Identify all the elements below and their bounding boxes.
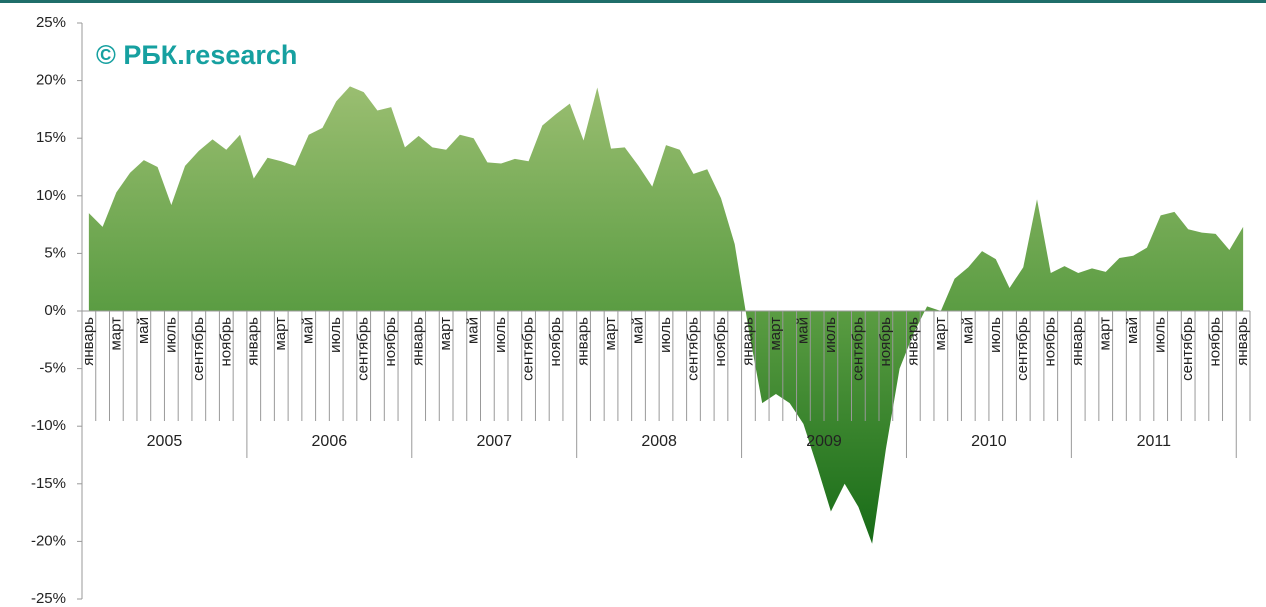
x-tick-label: июль <box>492 317 509 353</box>
year-label: 2011 <box>1137 433 1172 450</box>
y-tick-label: 5% <box>44 244 66 261</box>
year-label: 2009 <box>806 433 842 450</box>
x-tick-label: январь <box>80 317 97 366</box>
x-tick-label: ноябрь <box>1207 317 1224 367</box>
y-tick-label: -5% <box>39 360 66 377</box>
x-tick-label: май <box>959 317 976 344</box>
x-tick-label: июль <box>162 317 179 353</box>
x-tick-label: март <box>1097 317 1114 351</box>
x-tick-label: сентябрь <box>355 317 372 381</box>
x-tick-label: ноябрь <box>1042 317 1059 367</box>
x-tick-label: ноябрь <box>382 317 399 367</box>
x-tick-label: сентябрь <box>849 317 866 381</box>
year-label: 2010 <box>971 433 1007 450</box>
x-tick-label: сентябрь <box>1179 317 1196 381</box>
x-tick-label: май <box>465 317 482 344</box>
y-tick-label: -10% <box>31 417 66 434</box>
year-label: 2006 <box>312 433 348 450</box>
x-tick-label: ноябрь <box>547 317 564 367</box>
year-label: 2007 <box>476 433 512 450</box>
x-tick-label: июль <box>327 317 344 353</box>
area <box>88 86 1244 544</box>
x-tick-label: май <box>1124 317 1141 344</box>
top-border <box>0 0 1266 3</box>
x-tick-label: сентябрь <box>684 317 701 381</box>
x-tick-label: ноябрь <box>217 317 234 367</box>
x-tick-label: сентябрь <box>1014 317 1031 381</box>
x-tick-label: июль <box>987 317 1004 353</box>
x-tick-label: март <box>602 317 619 351</box>
year-label: 2008 <box>641 433 677 450</box>
x-tick-label: январь <box>1234 317 1251 366</box>
x-tick-label: май <box>629 317 646 344</box>
x-tick-label: январь <box>1069 317 1086 366</box>
x-tick-label: март <box>767 317 784 351</box>
x-tick-label: март <box>272 317 289 351</box>
x-tick-label: сентябрь <box>190 317 207 381</box>
x-tick-label: январь <box>245 317 262 366</box>
y-tick-label: 10% <box>36 187 66 204</box>
x-tick-label: июль <box>822 317 839 353</box>
x-tick-label: январь <box>904 317 921 366</box>
y-tick-label: -25% <box>31 590 66 607</box>
x-tick-label: март <box>932 317 949 351</box>
x-tick-label: январь <box>739 317 756 366</box>
y-tick-label: -15% <box>31 475 66 492</box>
x-tick-label: март <box>107 317 124 351</box>
x-tick-label: май <box>135 317 152 344</box>
x-tick-label: ноябрь <box>877 317 894 367</box>
y-tick-label: 20% <box>36 72 66 89</box>
y-tick-label: 15% <box>36 129 66 146</box>
x-tick-label: май <box>300 317 317 344</box>
x-tick-label: сентябрь <box>520 317 537 381</box>
x-tick-label: январь <box>575 317 592 366</box>
year-label: 2005 <box>147 433 183 450</box>
x-tick-label: ноябрь <box>712 317 729 367</box>
y-tick-label: 0% <box>44 302 66 319</box>
y-tick-label: -20% <box>31 532 66 549</box>
x-tick-label: июль <box>1152 317 1169 353</box>
x-tick-label: март <box>437 317 454 351</box>
x-tick-label: май <box>794 317 811 344</box>
watermark: © РБК.research <box>96 40 297 70</box>
y-tick-label: 25% <box>36 14 66 31</box>
x-tick-label: январь <box>410 317 427 366</box>
x-tick-label: июль <box>657 317 674 353</box>
